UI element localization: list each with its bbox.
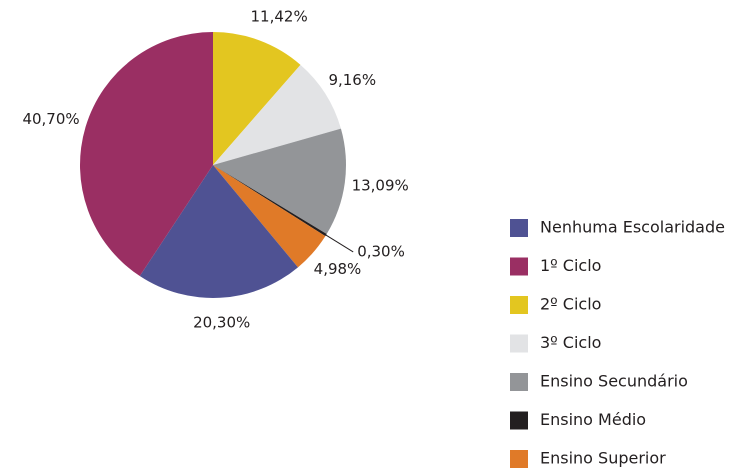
legend-label: 3º Ciclo xyxy=(540,333,601,352)
data-label: 13,09% xyxy=(352,177,409,195)
data-label: 20,30% xyxy=(193,313,250,331)
pie-slice xyxy=(213,128,346,235)
data-label: 11,42% xyxy=(251,8,308,26)
pie-slice xyxy=(213,165,326,268)
legend-swatch xyxy=(510,450,528,468)
legend-swatch xyxy=(510,296,528,314)
legend-swatch xyxy=(510,373,528,391)
legend-label: Nenhuma Escolaridade xyxy=(540,218,725,237)
pie-slice xyxy=(213,32,301,165)
legend-label: 2º Ciclo xyxy=(540,295,601,314)
data-label: 9,16% xyxy=(328,71,376,89)
pie-slice xyxy=(79,32,213,277)
pie-slice xyxy=(213,64,341,165)
legend-label: Ensino Superior xyxy=(540,449,666,468)
legend-swatch xyxy=(510,219,528,237)
legend-swatch xyxy=(510,257,528,276)
leader-line xyxy=(324,233,354,253)
data-label: 4,98% xyxy=(314,260,362,278)
legend-label: 1º Ciclo xyxy=(540,256,601,275)
legend-swatch xyxy=(510,411,528,430)
data-label: 0,30% xyxy=(357,242,405,260)
legend-swatch xyxy=(510,334,528,353)
legend-label: Ensino Médio xyxy=(540,410,646,429)
pie-slice xyxy=(213,165,327,237)
data-label: 40,70% xyxy=(22,110,79,128)
pie-slice xyxy=(139,165,298,299)
legend-label: Ensino Secundário xyxy=(540,372,688,391)
